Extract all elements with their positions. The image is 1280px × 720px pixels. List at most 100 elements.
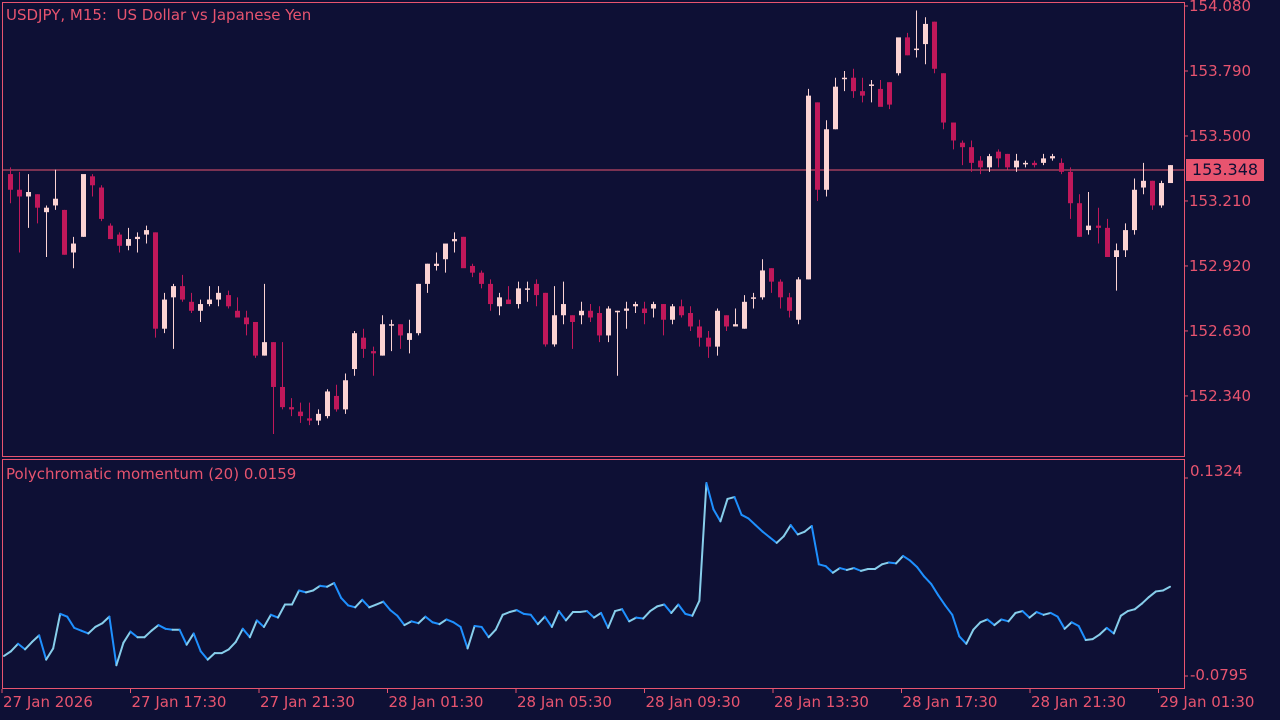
momentum-segment [164,627,174,631]
momentum-segment [1098,626,1108,636]
candle [371,346,376,376]
momentum-segment [642,610,652,620]
price-tick-label: 153.210 [1189,191,1252,210]
candle [1059,158,1064,175]
candle [253,321,258,358]
momentum-segment [628,616,638,623]
momentum-segment [536,615,546,626]
candle [525,281,530,302]
candle [8,167,13,204]
candle [325,389,330,419]
candle [733,308,738,327]
candle [226,290,231,309]
momentum-segment [1042,611,1052,616]
candle [633,301,638,314]
momentum-segment [944,604,954,616]
momentum-segment [45,647,55,661]
candle [624,301,629,329]
momentum-segment [775,535,785,544]
momentum-segment [733,496,743,516]
momentum-segment [684,612,694,617]
candle [1168,165,1173,184]
momentum-segment [895,554,905,565]
momentum-segment [396,614,406,627]
price-tick-label: 153.500 [1189,126,1252,145]
candle [81,174,86,237]
candle [815,102,820,201]
candle [135,232,140,253]
candle [796,277,801,325]
momentum-segment [445,618,455,624]
momentum-segment [515,609,525,615]
candle [171,283,176,349]
momentum-segment [94,622,104,628]
candle [99,185,104,222]
time-tick-label: 27 Jan 21:30 [260,693,355,711]
momentum-segment [73,626,83,632]
momentum-segment [319,584,329,588]
momentum-segment [761,530,771,539]
momentum-segment [831,567,841,574]
momentum-segment [698,482,708,602]
momentum-segment [10,642,20,653]
candle [588,304,593,322]
candle [1141,162,1146,195]
price-tick-label: 152.340 [1189,386,1252,405]
indicator-frame[interactable] [2,459,1185,689]
candle [153,232,158,338]
candle [479,270,484,289]
candle [425,263,430,293]
time-tick-label: 27 Jan 2026 [3,693,93,711]
candle [1041,153,1046,166]
momentum-segment [459,625,469,650]
candle [742,295,747,329]
momentum-segment [333,582,343,599]
candle [516,281,521,309]
momentum-segment [1021,610,1031,619]
momentum-segment [796,530,806,536]
candle [960,140,965,166]
price-tick-label: 152.920 [1189,256,1252,275]
momentum-segment [87,625,97,635]
price-chart-frame[interactable] [2,2,1185,457]
momentum-segment [972,621,982,631]
candle [642,301,647,325]
candle [488,279,493,311]
candle [606,306,611,343]
momentum-segment [31,634,41,643]
chart-title: USDJPY, M15: US Dollar vs Japanese Yen [6,6,312,24]
momentum-segment [838,567,848,571]
candle [71,236,76,269]
candle [1105,218,1110,257]
momentum-segment [480,625,490,639]
time-tick-label: 29 Jan 01:30 [1159,693,1255,711]
candle [53,169,58,210]
candle [443,243,448,273]
indicator-label: Polychromatic momentum (20) 0.0159 [6,465,297,483]
momentum-segment [312,584,322,592]
momentum-segment [1119,610,1129,617]
candle [579,301,584,325]
momentum-segment [1007,611,1017,623]
momentum-segment [143,629,153,639]
momentum-segment [670,603,680,614]
candle [180,274,185,302]
candle [497,292,502,316]
candle [1096,207,1101,244]
momentum-segment [255,619,265,628]
candle [1050,153,1055,161]
momentum-segment [1161,585,1171,592]
momentum-segment [1133,602,1143,611]
momentum-segment [473,625,483,628]
candle [334,384,339,412]
candle [824,120,829,197]
candle [860,77,865,103]
momentum-segment [115,641,125,667]
candle [407,319,412,354]
momentum-segment [557,610,567,622]
momentum-segment [937,594,947,607]
time-tick-label: 28 Jan 01:30 [388,693,484,711]
candle [144,225,149,244]
candle [896,37,901,76]
